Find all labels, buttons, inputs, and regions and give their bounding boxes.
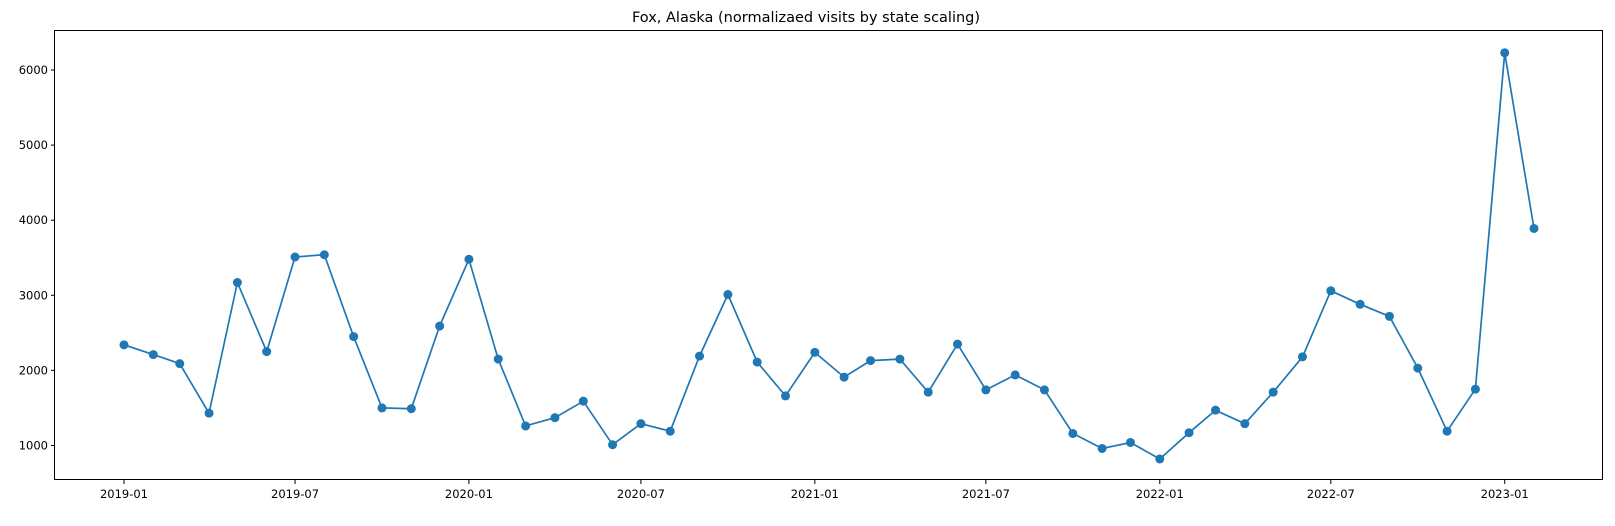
x-tick-label: 2019-01: [100, 487, 148, 501]
data-point: [550, 413, 560, 423]
data-point: [435, 321, 445, 331]
x-axis: 2019-01 2019-07 2020-01 2020-07 2021-01 2021-…: [100, 480, 1529, 501]
data-point: [290, 252, 300, 262]
data-point: [578, 396, 588, 406]
x-tick-label: 2022-01: [1136, 487, 1184, 501]
data-point: [1268, 387, 1278, 397]
plot-area-frame: [54, 30, 1603, 480]
data-point: [839, 372, 849, 382]
data-point: [464, 254, 474, 264]
data-point: [1010, 370, 1020, 380]
data-point: [1068, 428, 1078, 438]
data-point: [204, 408, 214, 418]
y-tick-label: 2000: [19, 363, 48, 377]
data-point: [349, 332, 359, 342]
data-point: [752, 357, 762, 367]
data-point: [1297, 352, 1307, 362]
data-point: [1125, 437, 1135, 447]
data-point: [319, 250, 329, 260]
data-point: [665, 426, 675, 436]
data-point: [1413, 363, 1423, 373]
data-point: [636, 419, 646, 429]
data-point: [1470, 384, 1480, 394]
data-point: [175, 359, 185, 369]
data-point: [1442, 426, 1452, 436]
data-point: [1384, 311, 1394, 321]
y-tick-label: 1000: [19, 438, 48, 452]
chart-title: Fox, Alaska (normalizaed visits by state…: [632, 10, 980, 26]
data-point: [781, 391, 791, 401]
x-tick-label: 2021-07: [962, 487, 1010, 501]
data-points: [119, 48, 1539, 464]
data-point: [377, 403, 387, 413]
data-point: [866, 356, 876, 366]
data-point: [521, 421, 531, 431]
data-point: [695, 351, 705, 361]
data-point: [1184, 428, 1194, 438]
x-tick-label: 2020-07: [617, 487, 665, 501]
data-point: [1097, 443, 1107, 453]
data-point: [810, 347, 820, 357]
y-axis: 1000 2000 3000 4000 5000 6000: [19, 63, 55, 452]
data-point: [1155, 454, 1165, 464]
y-tick-label: 6000: [19, 63, 48, 77]
data-point: [1211, 405, 1221, 415]
data-point: [1326, 286, 1336, 296]
y-tick-label: 5000: [19, 138, 48, 152]
data-point: [895, 354, 905, 364]
data-point: [1039, 385, 1049, 395]
data-point: [1355, 299, 1365, 309]
data-point: [1240, 419, 1250, 429]
y-tick-label: 3000: [19, 288, 48, 302]
data-point: [1529, 223, 1539, 233]
data-point: [953, 339, 963, 349]
data-point: [406, 404, 416, 414]
data-point: [493, 354, 503, 364]
data-point: [119, 340, 129, 350]
data-point: [923, 387, 933, 397]
x-tick-label: 2023-01: [1481, 487, 1529, 501]
data-point: [262, 347, 272, 357]
data-point: [1500, 48, 1510, 58]
data-point: [723, 290, 733, 300]
y-tick-label: 4000: [19, 213, 48, 227]
data-point: [608, 440, 618, 450]
x-tick-label: 2019-07: [271, 487, 319, 501]
x-tick-label: 2022-07: [1307, 487, 1355, 501]
x-tick-label: 2021-01: [791, 487, 839, 501]
data-point: [148, 350, 158, 360]
series-line: [123, 52, 1535, 461]
x-tick-label: 2020-01: [445, 487, 493, 501]
data-point: [981, 385, 991, 395]
data-point: [232, 278, 242, 288]
